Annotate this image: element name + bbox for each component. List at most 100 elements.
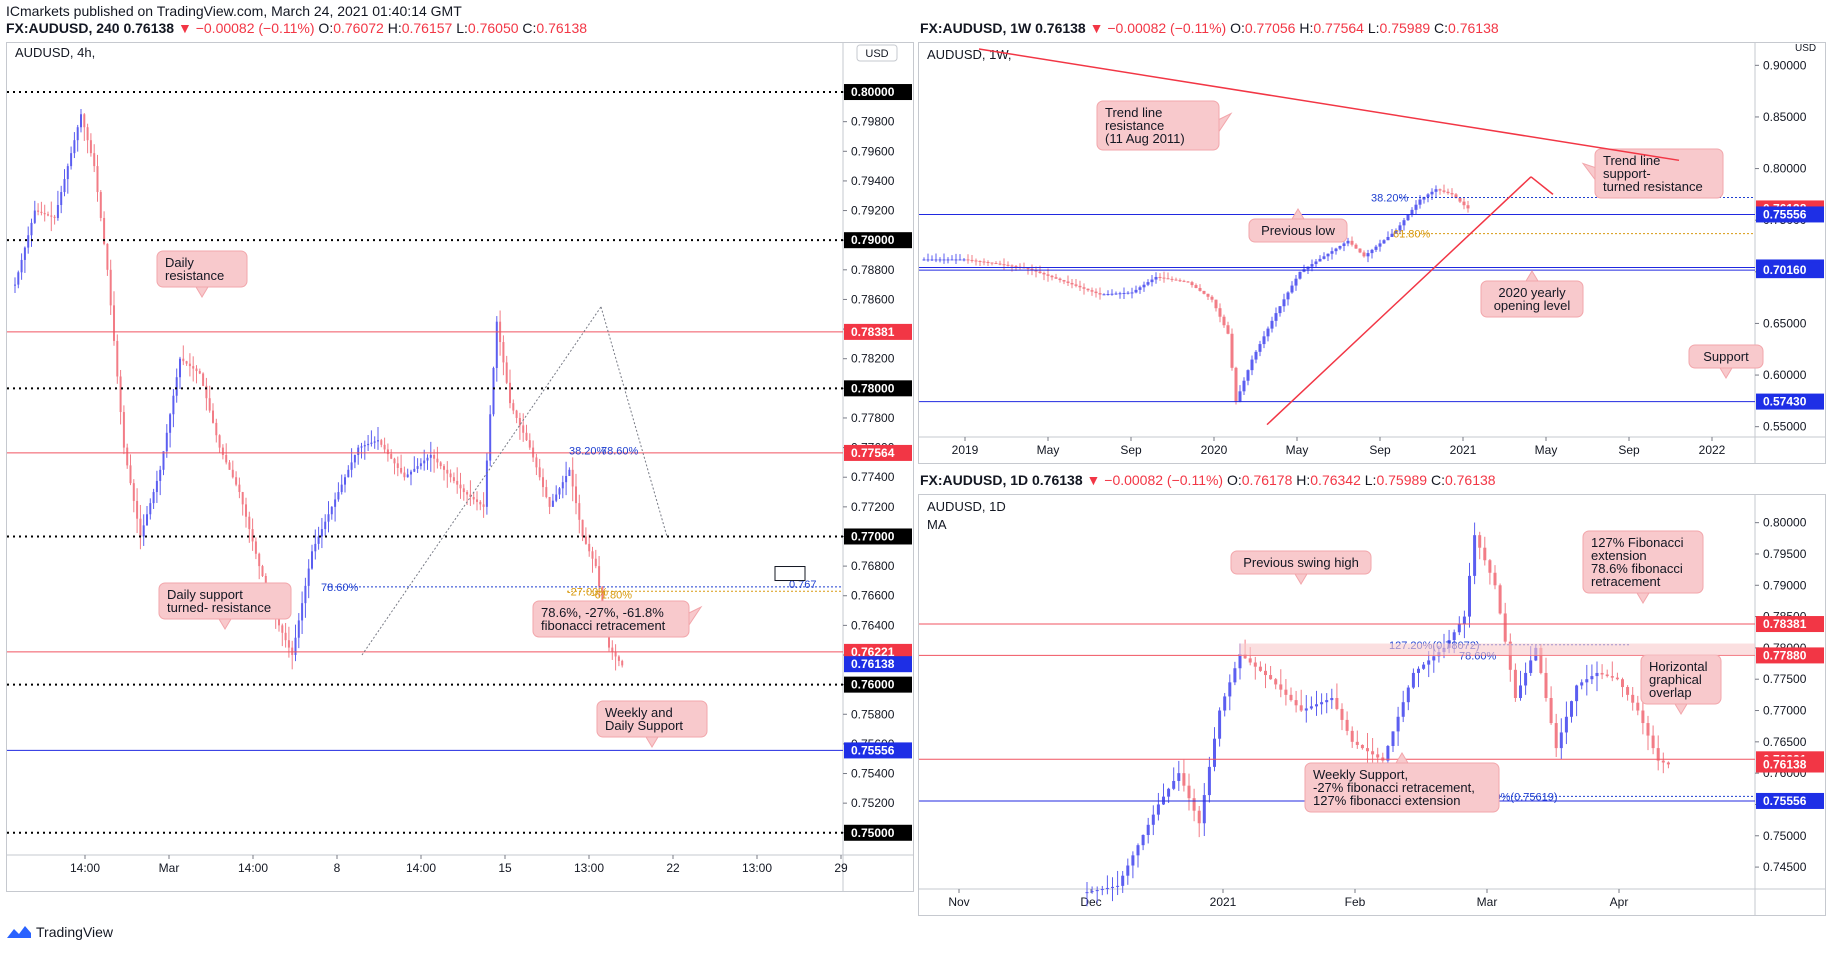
candle-body <box>1374 246 1378 250</box>
candle-body <box>522 425 525 433</box>
candle-body <box>1651 735 1655 749</box>
header-part: 0.76050 <box>467 20 519 36</box>
candle-body <box>195 368 198 372</box>
left-chart-panel[interactable]: 0.80000 0.79800 0.79600 0.79400 0.79200 0.790… <box>6 42 914 892</box>
candle-body <box>462 488 465 493</box>
weekly-chart-svg[interactable]: 0.900000.850000.800000.750000.700000.650… <box>919 43 1825 463</box>
callout-text: Daily <box>165 255 194 270</box>
candle-body <box>1284 689 1288 695</box>
candle-body <box>344 477 346 485</box>
candle-body <box>1585 679 1589 683</box>
candle-body <box>1198 287 1202 291</box>
candle-body <box>324 521 327 530</box>
tradingview-logo[interactable]: TradingView <box>6 924 113 940</box>
callout-text: 2020 yearly <box>1498 285 1566 300</box>
candle-body <box>1590 676 1594 680</box>
candle-body <box>1050 275 1054 278</box>
candle-body <box>974 260 978 262</box>
y-tick-label: 0.74500 <box>1763 860 1807 874</box>
candle-body <box>433 455 436 459</box>
callout-text: Previous swing high <box>1243 555 1359 570</box>
candle-body <box>1214 299 1218 309</box>
candle-body <box>1529 660 1533 673</box>
candle-body <box>1116 885 1120 887</box>
daily-chart-svg[interactable]: 0.800000.795000.790000.785000.780000.775… <box>919 495 1825 915</box>
candle-body <box>525 432 528 441</box>
candle-body <box>1378 243 1382 247</box>
candle-body <box>1338 246 1342 249</box>
y-tick-label: 0.79200 <box>851 204 895 218</box>
candle-body <box>1386 236 1390 241</box>
candle-body <box>1430 191 1434 195</box>
weekly-chart-panel[interactable]: 0.900000.850000.800000.750000.700000.650… <box>918 42 1826 464</box>
candle-body <box>146 514 148 526</box>
y-tick-label: 0.79000 <box>1763 578 1807 592</box>
candle-body <box>545 487 548 497</box>
candle-body <box>1167 788 1171 797</box>
candle-body <box>403 472 406 478</box>
candle-body <box>258 553 261 567</box>
y-tick-label: 0.80000 <box>1763 516 1807 530</box>
candle-body <box>1340 708 1344 720</box>
price-tag-label: 0.78381 <box>851 325 895 339</box>
candle-body <box>109 269 112 306</box>
candle-body <box>1121 875 1125 886</box>
callout-tail <box>218 618 232 630</box>
candle-body <box>122 412 125 448</box>
candle-body <box>1371 751 1375 755</box>
header-part: O: <box>1226 20 1245 36</box>
candle-body <box>1130 292 1134 294</box>
callout-text: overlap <box>1649 685 1692 700</box>
y-tick-label: 0.75800 <box>851 707 895 721</box>
daily-chart-panel[interactable]: 0.800000.795000.790000.785000.780000.775… <box>918 494 1826 916</box>
candle-body <box>212 410 214 423</box>
candle-body <box>119 376 122 413</box>
trend-line <box>978 48 1680 162</box>
candle-body <box>1615 677 1619 680</box>
candle-body <box>1370 249 1374 254</box>
price-tag <box>1756 792 1824 809</box>
candle-body <box>1010 265 1014 267</box>
candle-body <box>1177 773 1181 781</box>
candle-body <box>1131 855 1135 866</box>
x-tick-label: Sep <box>1369 443 1391 457</box>
candle-body <box>225 455 228 463</box>
x-tick-label: May <box>1037 443 1060 457</box>
symbol-label: AUDUSD, 1D <box>927 499 1006 514</box>
price-tag <box>1756 616 1824 633</box>
candle-body <box>1432 656 1436 661</box>
left-chart-header: FX:AUDUSD, 240 0.76138 ▼ −0.00082 (−0.11… <box>6 20 587 36</box>
left-chart-svg[interactable]: 0.80000 0.79800 0.79600 0.79400 0.79200 0.790… <box>7 43 913 891</box>
candle-body <box>1401 702 1405 717</box>
price-tag <box>1756 647 1824 664</box>
candle-body <box>73 140 76 154</box>
candle-body <box>1266 328 1270 337</box>
candle-body <box>165 432 168 452</box>
candle-body <box>1417 668 1420 673</box>
y-tick-label: 0.76400 <box>851 618 895 632</box>
callout-text: support- <box>1603 166 1651 181</box>
callout-text: Trend line <box>1105 105 1162 120</box>
candle-body <box>502 342 505 363</box>
candle-body <box>970 259 974 261</box>
candle-body <box>1320 702 1324 705</box>
price-tag-label: 0.75556 <box>851 743 895 757</box>
candle-body <box>192 366 195 369</box>
candle-body <box>1162 277 1166 279</box>
candle-body <box>1110 293 1114 295</box>
fib-label: 78.60% <box>321 582 359 594</box>
candle-body <box>1330 251 1334 254</box>
callout-text: (11 Aug 2011) <box>1105 131 1185 146</box>
callout-text: fibonacci retracement <box>541 618 666 633</box>
trend-line <box>1530 176 1554 195</box>
callout-tail <box>1674 703 1688 715</box>
candle-body <box>1034 270 1038 272</box>
candle-body <box>106 243 109 270</box>
candle-body <box>43 213 46 215</box>
candle-body <box>330 506 333 515</box>
candle-body <box>515 410 518 418</box>
candle-body <box>367 443 370 446</box>
candle-body <box>614 652 617 657</box>
candle-body <box>998 263 1002 265</box>
candle-body <box>1290 285 1294 293</box>
